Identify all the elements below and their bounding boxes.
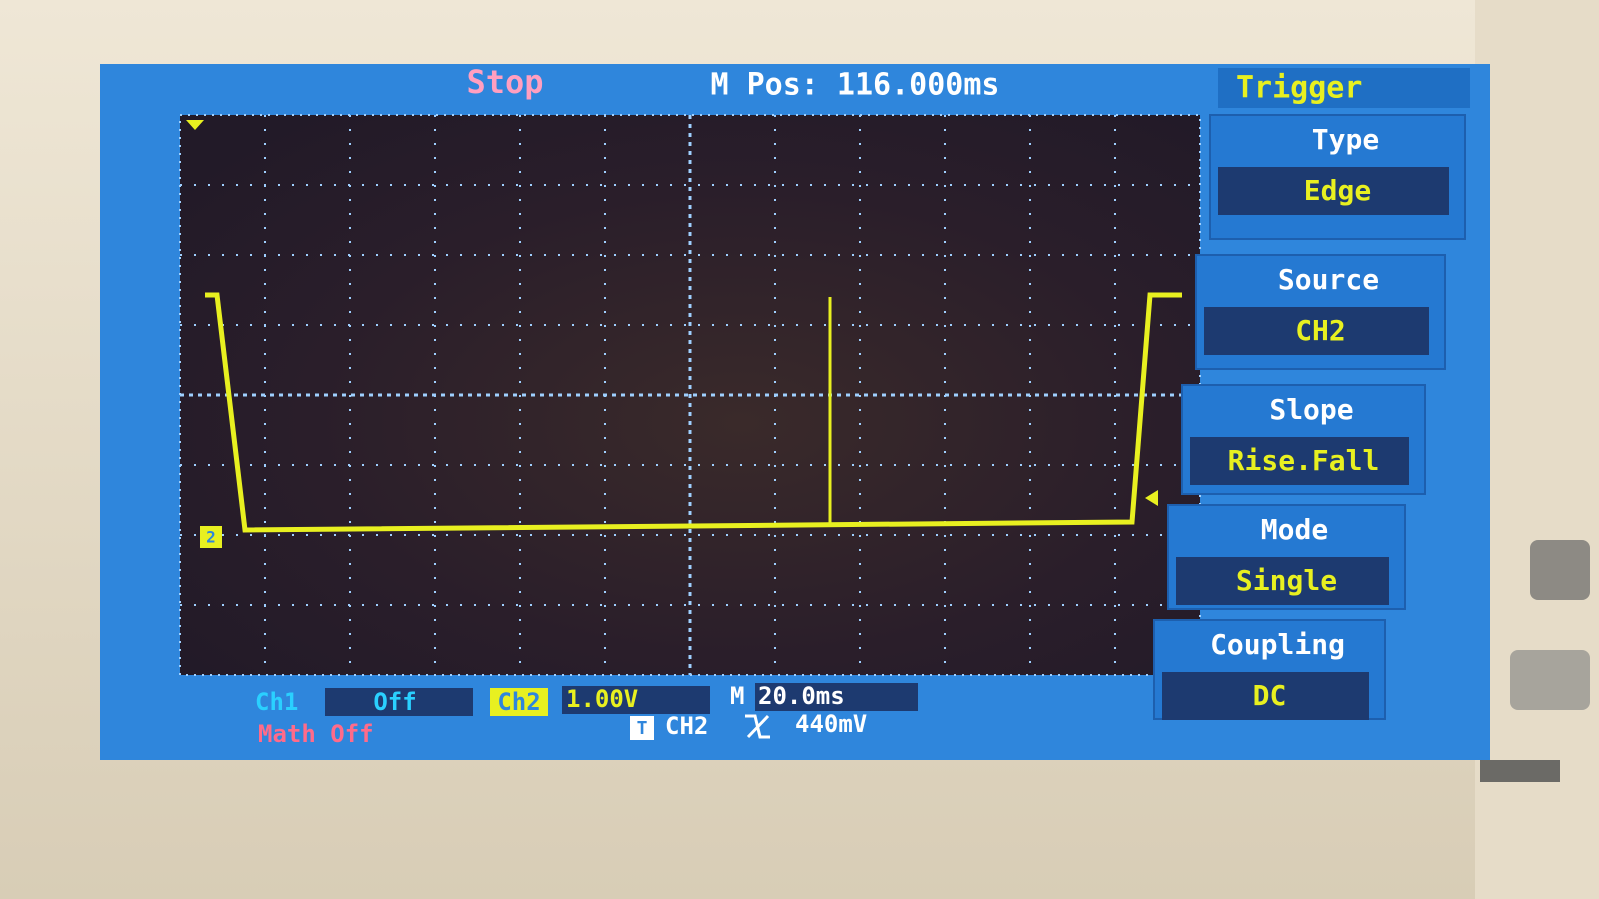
menu-title-box bbox=[1218, 68, 1470, 108]
menu-item-value-box bbox=[1176, 557, 1389, 605]
menu-item-value-box bbox=[1162, 672, 1369, 720]
time-box bbox=[755, 683, 918, 711]
menu-item-label: Mode bbox=[1261, 513, 1328, 546]
time-scale: 20.0ms bbox=[758, 682, 845, 710]
side-panel bbox=[1475, 0, 1599, 899]
menu-item-label: Source bbox=[1278, 263, 1379, 296]
trigger-position-marker bbox=[186, 120, 204, 130]
menu-item-value: Single bbox=[1236, 564, 1337, 597]
ch1-label: Ch1 bbox=[255, 688, 298, 716]
slope-icon bbox=[745, 714, 770, 739]
menu-item-value-box bbox=[1218, 167, 1449, 215]
channel-marker-box bbox=[200, 526, 222, 548]
ch1-value: Off bbox=[373, 688, 416, 716]
time-label: M bbox=[730, 682, 744, 710]
run-status: Stop bbox=[466, 63, 543, 101]
menu-item-label: Coupling bbox=[1210, 628, 1345, 661]
button[interactable] bbox=[1510, 650, 1590, 710]
trigger-source: CH2 bbox=[665, 712, 708, 740]
menu-item-value: DC bbox=[1253, 679, 1287, 712]
menu-title: Trigger bbox=[1236, 71, 1362, 106]
grid bbox=[180, 115, 1200, 675]
menu-item-label: Type bbox=[1312, 123, 1379, 156]
menu-item-value: Rise.Fall bbox=[1228, 444, 1380, 477]
menu-item-value: CH2 bbox=[1295, 314, 1346, 347]
ch1-box bbox=[325, 688, 473, 716]
trigger-icon: T bbox=[637, 718, 648, 739]
menu-item-value-box bbox=[1204, 307, 1429, 355]
button[interactable] bbox=[1530, 540, 1590, 600]
ch2-box bbox=[490, 688, 548, 716]
usb-port bbox=[1480, 760, 1560, 782]
trigger-icon-box bbox=[630, 716, 654, 740]
status-bar: Ch1 Off Ch2 1.00V M 20.0ms Math Off T CH… bbox=[255, 682, 918, 748]
menu-item-value: Edge bbox=[1304, 174, 1371, 207]
trigger-menu: Trigger Type Edge Source CH2 Slope Rise.Fall M… bbox=[1153, 68, 1470, 720]
math-status: Math Off bbox=[258, 720, 374, 748]
ch2-scale-box bbox=[562, 686, 710, 714]
ch2-scale: 1.00V bbox=[566, 685, 638, 713]
horizontal-position: M Pos: 116.000ms bbox=[711, 68, 1000, 103]
trigger-level-marker bbox=[1145, 490, 1158, 506]
menu-item-value-box bbox=[1190, 437, 1409, 485]
channel-marker: 2 bbox=[206, 528, 216, 547]
menu-item-label: Slope bbox=[1269, 393, 1353, 426]
trigger-level: 440mV bbox=[795, 710, 867, 738]
ch2-label: Ch2 bbox=[497, 688, 540, 716]
waveform bbox=[205, 292, 1182, 533]
